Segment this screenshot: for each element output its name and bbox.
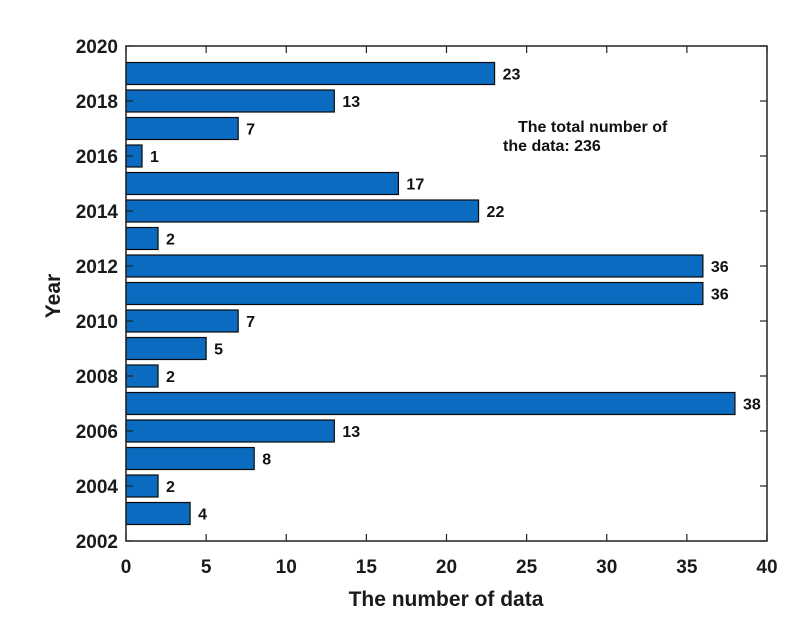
y-axis-title: Year — [42, 274, 65, 318]
data-label-2015: 17 — [406, 177, 424, 194]
data-label-2017: 7 — [246, 122, 255, 139]
y-tick-label-2006: 2006 — [76, 422, 118, 443]
x-axis-title: The number of data — [349, 588, 544, 611]
y-tick-label-2020: 2020 — [76, 37, 118, 58]
y-tick-label-2018: 2018 — [76, 92, 118, 113]
y-tick-label-2012: 2012 — [76, 257, 118, 278]
y-tick-label-2002: 2002 — [76, 532, 118, 553]
data-label-2016: 1 — [150, 149, 159, 166]
bar-2015 — [125, 171, 400, 196]
bar-2005 — [125, 446, 255, 471]
bar-2014 — [125, 199, 480, 223]
y-tick-label-2010: 2010 — [76, 312, 118, 333]
x-tick-label-20: 20 — [436, 557, 457, 578]
data-label-2010: 7 — [246, 314, 255, 331]
data-label-2005: 8 — [262, 452, 271, 469]
bar-2011 — [125, 281, 704, 306]
annotation-line-1: The total number of — [518, 119, 668, 136]
plot-frame — [125, 45, 768, 542]
bar-2010 — [125, 309, 239, 333]
data-label-2007: 38 — [743, 397, 761, 414]
x-tick-label-30: 30 — [596, 557, 617, 578]
x-tick-label-25: 25 — [516, 557, 538, 578]
data-label-2019: 23 — [503, 67, 521, 84]
y-tick-label-2016: 2016 — [76, 147, 118, 168]
data-label-2013: 2 — [166, 232, 175, 249]
bar-2018 — [125, 89, 335, 113]
bar-2003 — [125, 501, 191, 526]
data-label-2018: 13 — [342, 94, 360, 111]
x-tick-label-5: 5 — [201, 557, 212, 578]
bar-2017 — [125, 116, 239, 141]
data-label-2014: 22 — [487, 204, 505, 221]
data-label-2006: 13 — [342, 424, 360, 441]
bar-2006 — [125, 419, 335, 443]
bar-2019 — [125, 61, 496, 86]
y-tick-label-2004: 2004 — [76, 477, 119, 498]
x-tick-label-35: 35 — [676, 557, 698, 578]
bar-2009 — [125, 336, 207, 361]
annotation-line-2: the data: 236 — [503, 138, 601, 155]
data-label-2004: 2 — [166, 479, 175, 496]
x-tick-label-0: 0 — [121, 557, 132, 578]
bar-2007 — [125, 391, 736, 416]
x-tick-label-15: 15 — [356, 557, 378, 578]
x-tick-label-40: 40 — [756, 557, 777, 578]
data-label-2003: 4 — [198, 507, 207, 524]
data-label-2008: 2 — [166, 369, 175, 386]
data-label-2012: 36 — [711, 259, 729, 276]
y-tick-label-2014: 2014 — [76, 202, 119, 223]
bar-2013 — [125, 226, 159, 251]
x-tick-label-10: 10 — [276, 557, 297, 578]
bar-2012 — [125, 254, 704, 278]
y-tick-label-2008: 2008 — [76, 367, 118, 388]
data-label-2009: 5 — [214, 342, 223, 359]
data-label-2011: 36 — [711, 287, 729, 304]
